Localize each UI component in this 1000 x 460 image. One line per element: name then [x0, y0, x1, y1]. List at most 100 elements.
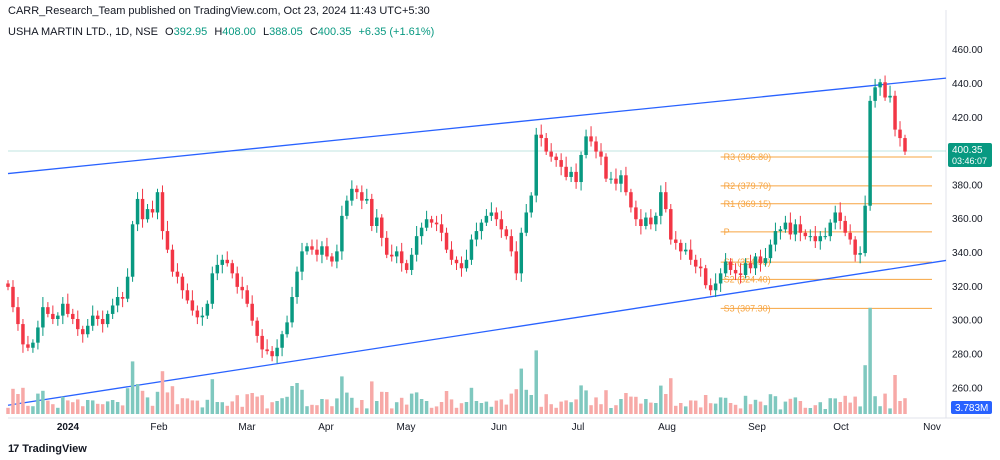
volume-bar	[260, 395, 264, 414]
candle-body	[350, 188, 354, 201]
volume-bar	[429, 407, 434, 414]
candle-body	[803, 232, 808, 237]
open-label: O	[165, 26, 174, 38]
volume-bar	[255, 396, 259, 414]
volume-bar	[599, 404, 603, 414]
x-tick-label: Mar	[238, 422, 256, 433]
volume-bar	[868, 307, 872, 414]
volume-bar	[579, 385, 583, 414]
volume-bar	[360, 400, 364, 414]
candle-body	[833, 212, 837, 223]
candle-body	[280, 334, 284, 348]
volume-bar	[220, 402, 225, 414]
candle-body	[320, 246, 324, 255]
volume-bar	[903, 398, 907, 414]
y-tick-label: 360.00	[952, 214, 983, 225]
volume-bar	[26, 405, 30, 414]
candle-body	[155, 192, 160, 213]
volume-bar	[524, 389, 529, 414]
candle-body	[140, 198, 145, 220]
volume-bar	[644, 399, 648, 414]
candle-body	[46, 307, 50, 314]
candle-body	[120, 297, 125, 299]
volume-bar	[335, 398, 339, 414]
y-tick-label: 260.00	[952, 383, 983, 394]
candle-body	[255, 320, 259, 336]
candle-body	[345, 200, 349, 216]
candle-body	[270, 351, 274, 357]
volume-bar	[564, 400, 568, 414]
volume-bar	[31, 406, 35, 414]
candle-body	[659, 192, 663, 216]
candle-body	[674, 239, 678, 243]
candle-body	[823, 236, 828, 238]
volume-bar	[200, 407, 205, 414]
candle-body	[469, 239, 474, 260]
volume-bar	[778, 409, 783, 414]
volume-bar	[170, 386, 175, 414]
candle-body	[574, 171, 578, 183]
candle-body	[798, 224, 803, 233]
volume-bar	[135, 384, 140, 414]
candle-body	[793, 224, 798, 235]
candle-body	[624, 175, 628, 193]
candle-body	[434, 222, 439, 225]
volume-bar	[863, 365, 867, 414]
candle-body	[494, 212, 499, 220]
change-value: +6.35 (+1.61%)	[358, 26, 435, 38]
volume-bar	[459, 403, 464, 414]
volume-bar	[36, 393, 40, 414]
volume-bar	[718, 397, 723, 414]
volume-bar	[604, 390, 608, 414]
volume-bar	[454, 407, 459, 414]
price-badge-countdown: 03:46:07	[952, 156, 987, 166]
candle-body	[285, 322, 289, 335]
candle-body	[818, 236, 823, 242]
candle-body	[389, 254, 394, 257]
candle-body	[130, 224, 135, 277]
candle-body	[31, 342, 35, 348]
volume-bar	[674, 405, 678, 414]
candle-body	[454, 259, 459, 264]
candle-body	[718, 273, 723, 284]
candle-body	[180, 276, 185, 291]
candle-body	[524, 212, 529, 233]
symbol-label[interactable]: USHA MARTIN LTD., 1D, NSE	[8, 26, 158, 38]
candle-body	[170, 249, 175, 272]
candle-body	[838, 212, 842, 221]
volume-bar	[110, 400, 115, 414]
candle-body	[634, 207, 638, 220]
volume-bar	[394, 402, 399, 414]
volume-bar	[489, 406, 494, 414]
volume-bar	[330, 406, 334, 414]
x-tick-label: Nov	[923, 422, 941, 433]
volume-bar	[529, 395, 533, 414]
volume-bar	[559, 401, 563, 414]
candle-body	[250, 303, 254, 321]
candle-body	[519, 232, 524, 274]
volume-bar	[519, 368, 524, 414]
candle-body	[579, 154, 583, 183]
volume-bar	[6, 407, 10, 414]
volume-bar	[733, 404, 738, 414]
volume-bar	[703, 395, 708, 414]
pivot-label: R3 (396.80)	[724, 152, 772, 162]
candle-body	[708, 285, 713, 291]
tradingview-logo[interactable]: 17 TradingView	[8, 443, 87, 455]
candle-body	[305, 246, 309, 252]
candle-body	[160, 192, 165, 232]
volume-bar	[380, 391, 384, 414]
low-label: L	[262, 26, 270, 38]
volume-bar	[793, 397, 798, 414]
volume-bar	[639, 403, 643, 414]
candle-body	[135, 198, 140, 225]
candle-body	[380, 217, 384, 238]
close-label: C	[309, 26, 318, 38]
volume-bar	[305, 406, 309, 414]
candle-body	[504, 229, 509, 237]
candle-body	[205, 303, 210, 316]
candle-body	[599, 151, 603, 157]
candle-body	[639, 219, 643, 226]
candle-body	[594, 141, 598, 152]
